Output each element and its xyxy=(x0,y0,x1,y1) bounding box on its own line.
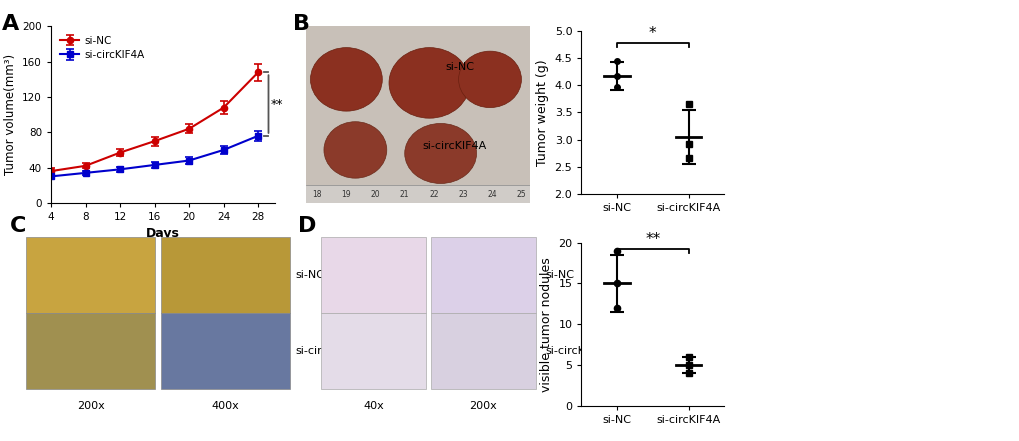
Text: 23: 23 xyxy=(458,190,468,198)
Text: A: A xyxy=(2,14,19,34)
Text: 18: 18 xyxy=(312,190,322,198)
Bar xyxy=(306,185,530,203)
Ellipse shape xyxy=(310,48,382,111)
Text: 400x: 400x xyxy=(212,401,239,411)
Y-axis label: Tumor volume(mm³): Tumor volume(mm³) xyxy=(4,54,16,175)
Bar xyxy=(25,237,155,313)
Text: si-NC: si-NC xyxy=(444,62,474,72)
Text: 22: 22 xyxy=(429,190,438,198)
Text: 21: 21 xyxy=(399,190,409,198)
X-axis label: Days: Days xyxy=(146,228,180,240)
Text: **: ** xyxy=(645,232,659,247)
Bar xyxy=(430,313,536,389)
Text: 24: 24 xyxy=(487,190,496,198)
Text: si-circKIF4A: si-circKIF4A xyxy=(296,346,360,355)
Text: 40x: 40x xyxy=(363,401,383,411)
Text: C: C xyxy=(9,217,25,236)
Ellipse shape xyxy=(388,48,470,118)
Text: **: ** xyxy=(271,97,283,111)
Text: 25: 25 xyxy=(516,190,526,198)
Bar xyxy=(320,313,426,389)
Text: 19: 19 xyxy=(341,190,351,198)
Ellipse shape xyxy=(405,123,476,183)
Text: *: * xyxy=(648,26,656,41)
Legend: si-NC, si-circKIF4A: si-NC, si-circKIF4A xyxy=(56,32,149,64)
Text: B: B xyxy=(292,14,309,34)
Text: D: D xyxy=(298,217,316,236)
Bar xyxy=(320,237,426,313)
Text: si-circKIF4A: si-circKIF4A xyxy=(544,346,608,355)
Bar xyxy=(161,313,290,389)
Bar xyxy=(25,313,155,389)
Y-axis label: visible tumor nodules: visible tumor nodules xyxy=(539,257,552,392)
Text: si-circKIF4A: si-circKIF4A xyxy=(422,142,486,151)
Bar xyxy=(430,237,536,313)
Bar xyxy=(161,237,290,313)
Y-axis label: Tumor weight (g): Tumor weight (g) xyxy=(536,59,548,166)
Text: 200x: 200x xyxy=(76,401,104,411)
Text: 20: 20 xyxy=(370,190,380,198)
Text: si-NC: si-NC xyxy=(296,270,324,280)
Ellipse shape xyxy=(324,122,386,178)
Ellipse shape xyxy=(459,51,521,108)
Text: si-NC: si-NC xyxy=(544,270,574,280)
Text: 200x: 200x xyxy=(469,401,497,411)
